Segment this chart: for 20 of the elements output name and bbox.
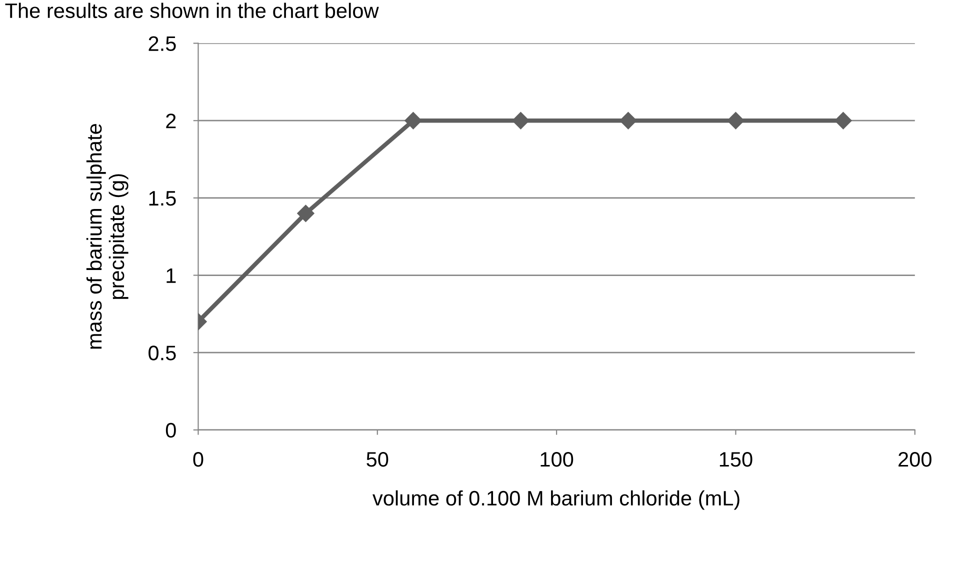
point: [620, 112, 637, 130]
point: [297, 204, 314, 222]
x-tick-label: 0: [193, 452, 204, 467]
x-tick-label: 50: [366, 452, 388, 467]
point: [404, 112, 422, 130]
x-tick-label: 100: [540, 452, 574, 467]
point: [512, 112, 530, 130]
point: [727, 112, 744, 130]
y-tick-label: 2: [166, 114, 176, 128]
y-axis-title: mass of barium sulphate precipitate (g): [86, 124, 128, 349]
x-tick-label: 150: [720, 452, 752, 467]
y-tick-label: 0.5: [148, 346, 176, 360]
y-tick-label: 2.5: [148, 36, 176, 52]
y-tick-label: 1: [166, 268, 176, 283]
y-tick-label: 0: [166, 422, 176, 438]
x-axis-title: volume of 0.100 M barium chloride (mL): [372, 490, 740, 510]
text: The results are shown in the chart below: [5, 2, 379, 18]
point: [834, 112, 852, 130]
y-tick-label: 1.5: [149, 191, 176, 206]
x-tick-label: 200: [898, 452, 932, 467]
